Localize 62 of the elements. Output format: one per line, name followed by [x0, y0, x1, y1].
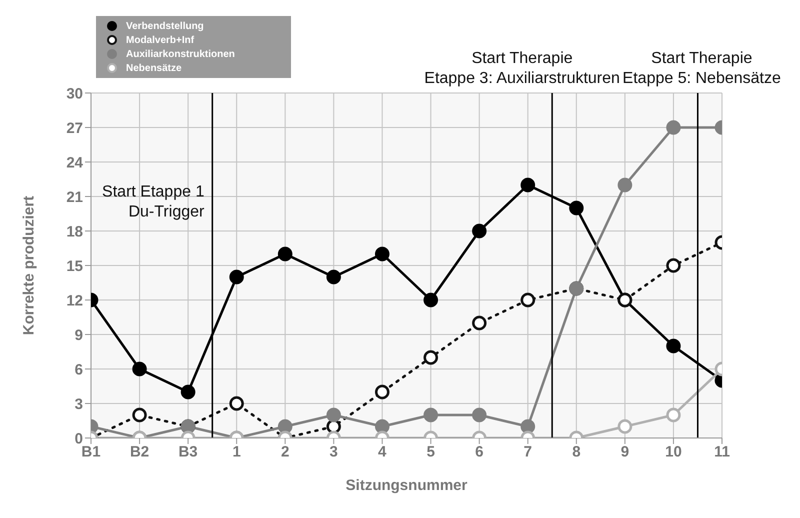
x-tick-label: 5 [426, 444, 435, 461]
x-tick-label: 11 [714, 444, 730, 461]
x-tick-label: 2 [280, 444, 290, 461]
point [229, 396, 244, 411]
point [374, 384, 390, 400]
point [374, 246, 390, 262]
x-tick-label: 10 [665, 444, 682, 461]
y-tick-label: 30 [66, 85, 83, 102]
point [132, 362, 147, 376]
point [326, 408, 341, 422]
point [278, 246, 292, 262]
point [666, 258, 681, 273]
point [520, 419, 536, 434]
y-tick-label: 21 [66, 188, 83, 206]
point [132, 408, 147, 422]
y-tick-label: 18 [66, 223, 83, 240]
x-tick-label: B3 [178, 444, 198, 461]
ref-line-label: Start Etappe 1 Du-Trigger [102, 184, 206, 220]
y-axis-title: Korrekte produziert [20, 196, 38, 336]
y-tick-label: 0 [74, 430, 83, 448]
x-tick-label: 9 [620, 444, 630, 461]
legend-label: Verbendstellung [126, 20, 204, 32]
x-tick-label: B2 [130, 444, 150, 461]
point [569, 200, 584, 216]
point [180, 384, 196, 400]
y-tick-label: 6 [74, 361, 83, 378]
point [472, 316, 487, 330]
legend-label: Nebensätze [126, 62, 182, 74]
legend-label: Auxiliarkonstruktionen [126, 48, 235, 60]
x-tick-label: 3 [330, 444, 338, 461]
point [666, 338, 681, 354]
point [229, 270, 244, 284]
ref-line-label: Start Therapie Etappe 5: Nebensätze [622, 50, 781, 87]
x-tick-label: 4 [378, 444, 388, 461]
x-tick-label: 1 [232, 444, 241, 461]
x-tick-label: 6 [475, 444, 484, 461]
point [424, 350, 438, 365]
y-tick-label: 15 [66, 258, 83, 275]
y-tick-label: 12 [66, 292, 83, 310]
point [374, 419, 390, 434]
point [424, 408, 438, 422]
ref-line-label: Start Therapie Etappe 3: Auxiliarstrukturen [424, 50, 620, 87]
y-tick-label: 9 [74, 326, 83, 344]
point [326, 270, 341, 284]
point [472, 408, 487, 422]
x-axis-title: Sitzungsnummer [346, 477, 468, 494]
point [520, 292, 536, 308]
point [424, 292, 438, 308]
x-tick-label: B1 [81, 444, 101, 461]
point [618, 419, 632, 434]
x-tick-label: 7 [524, 444, 532, 461]
point [520, 178, 536, 192]
point [666, 408, 681, 422]
y-tick-label: 27 [66, 120, 83, 137]
point [618, 178, 632, 192]
point [278, 419, 292, 434]
point [472, 224, 487, 238]
legend-label: Modalverb+Inf [126, 34, 194, 46]
y-tick-label: 3 [74, 396, 83, 413]
y-tick-label: 24 [66, 154, 84, 172]
point [666, 120, 681, 135]
x-tick-label: 8 [572, 444, 581, 461]
